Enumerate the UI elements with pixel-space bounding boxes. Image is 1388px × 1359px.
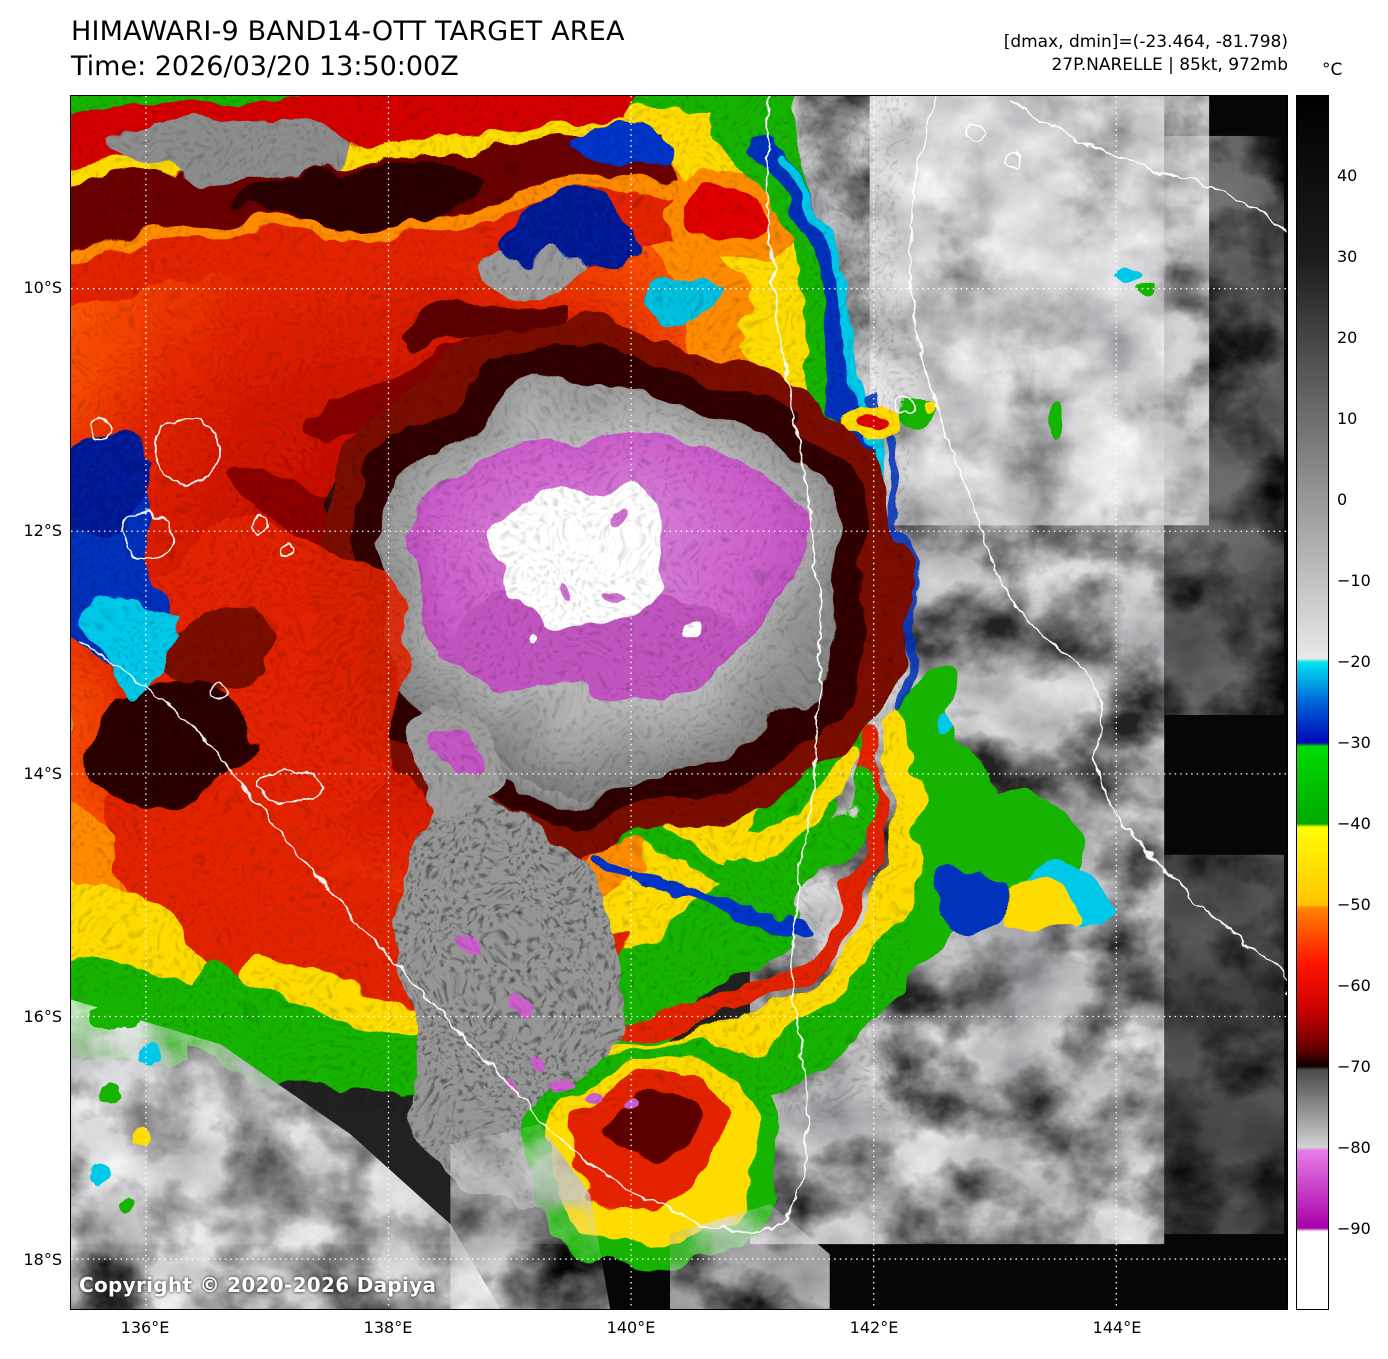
gulf-of-carpentaria-coast [78,96,822,1234]
storm-readout: 27P.NARELLE | 85kt, 972mb [1051,55,1288,75]
island-outline [278,543,293,558]
island-outline [1005,152,1022,168]
figure-time: Time: 2026/03/20 13:50:00Z [71,51,459,82]
colorbar-tick-label: −50 [1337,895,1371,914]
colorbar-tick-label: −30 [1337,733,1371,752]
island-outline [965,122,986,142]
colorbar-tick-label: −60 [1337,976,1371,995]
colorbar-tick-label: −80 [1337,1138,1371,1157]
colorbar-unit: °C [1322,60,1343,80]
storm-colorized-clouds [71,96,1145,1262]
copyright-watermark: Copyright © 2020-2026 Dapiya [79,1273,437,1297]
colorbar-tick-label: −70 [1337,1057,1371,1076]
island-outline [121,512,173,560]
lat-tick-label: 18°S [23,1250,62,1269]
lat-tick-label: 10°S [23,278,62,297]
colorbar [1296,95,1329,1310]
lon-tick-label: 140°E [606,1318,656,1337]
colorbar-tick-label: −40 [1337,814,1371,833]
colorbar-tick-label: 20 [1337,328,1358,347]
island-outline [896,396,915,415]
cape-york-east-coast [909,96,1287,996]
colorbar-tick-label: 40 [1337,166,1358,185]
lon-tick-label: 138°E [363,1318,413,1337]
lat-tick-label: 12°S [23,521,62,540]
header-readouts: [dmax, dmin]=(-23.464, -81.798) 27P.NARE… [1004,31,1288,77]
graticule-grid [71,96,1287,1309]
colorbar-tick-label: −90 [1337,1219,1371,1238]
lat-tick-label: 14°S [23,764,62,783]
map-plot: Copyright © 2020-2026 Dapiya [70,95,1288,1310]
island-outline [251,516,270,535]
colorbar-tick-label: 30 [1337,247,1358,266]
colorbar-tick-label: 10 [1337,409,1358,428]
lon-tick-label: 142°E [849,1318,899,1337]
island-outline [208,681,229,701]
lon-tick-label: 136°E [120,1318,170,1337]
colorbar-tick-label: 0 [1337,490,1348,509]
island-outline [90,416,112,439]
island-outline [258,769,325,804]
lon-tick-label: 144°E [1092,1318,1142,1337]
figure-title: HIMAWARI-9 BAND14-OTT TARGET AREA [71,16,625,47]
dmax-dmin-readout: [dmax, dmin]=(-23.464, -81.798) [1003,32,1288,52]
island-outline [154,418,222,485]
lat-tick-label: 16°S [23,1007,62,1026]
png-south-coast [1010,101,1287,233]
coastlines [78,96,1287,1234]
colorbar-tick-label: −20 [1337,652,1371,671]
southwest-cold-specks [89,998,161,1213]
colorbar-tick-label: −10 [1337,571,1371,590]
grayscale-clouds-southwest [71,999,830,1309]
satellite-image [71,96,1287,1309]
